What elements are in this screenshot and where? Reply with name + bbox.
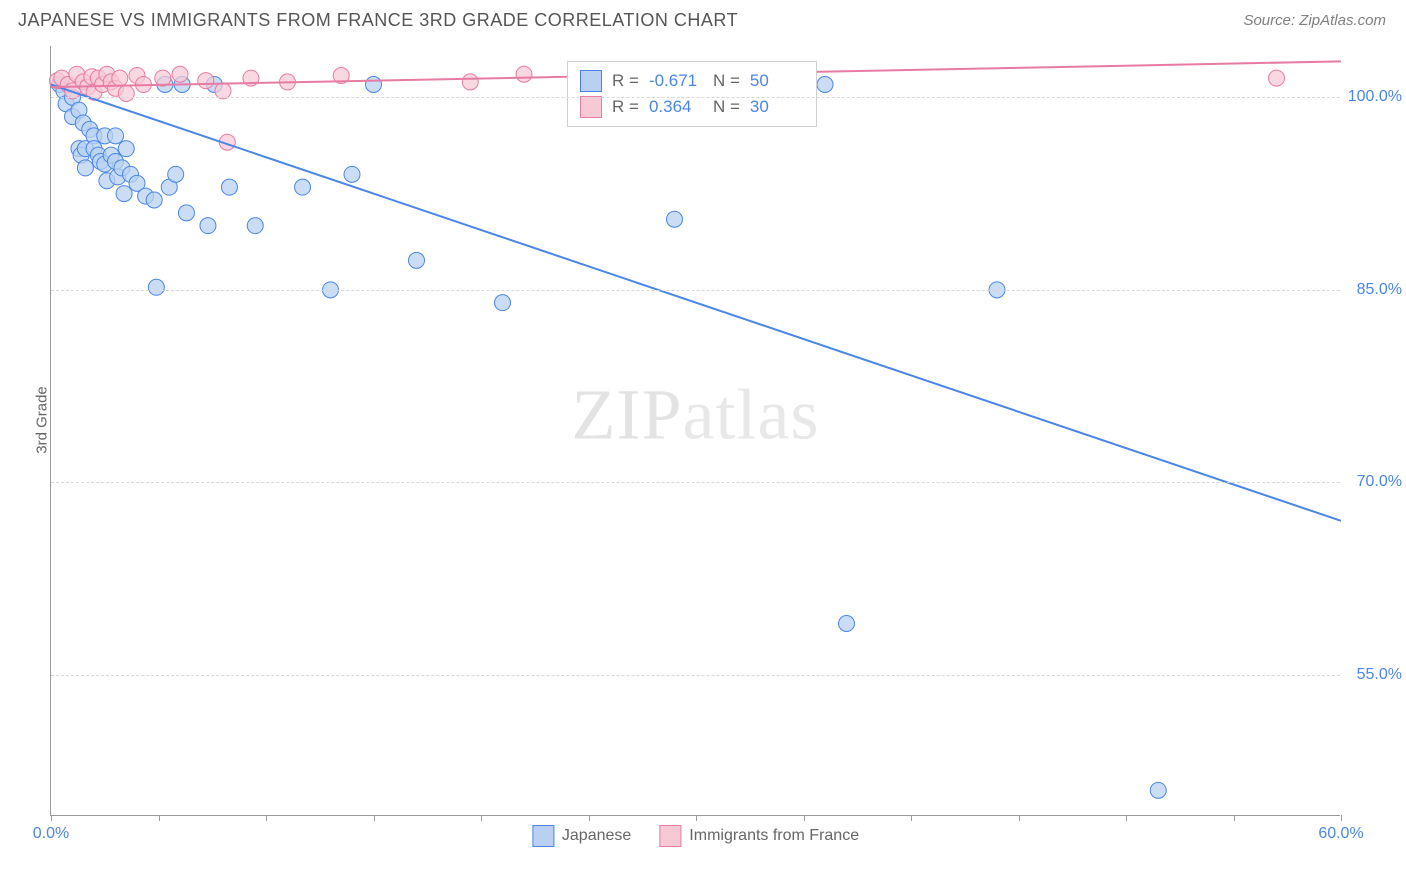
chart-svg (51, 46, 1340, 815)
y-tick-label: 100.0% (1348, 88, 1402, 106)
x-tick (589, 815, 590, 821)
x-tick (911, 815, 912, 821)
n-value-france: 30 (750, 97, 804, 117)
x-tick (1341, 815, 1342, 821)
swatch-france (659, 825, 681, 847)
gridline-h (51, 290, 1340, 291)
data-point-japanese (1150, 782, 1166, 798)
gridline-h (51, 97, 1340, 98)
x-tick (804, 815, 805, 821)
data-point-france (516, 66, 532, 82)
bottom-legend: Japanese Immigrants from France (532, 825, 859, 847)
x-tick-label: 0.0% (33, 825, 69, 843)
x-tick (266, 815, 267, 821)
r-value-france: 0.364 (649, 97, 703, 117)
data-point-japanese (409, 252, 425, 268)
r-label: R = (612, 97, 639, 117)
data-point-japanese (295, 179, 311, 195)
chart-source: Source: ZipAtlas.com (1243, 12, 1386, 29)
y-tick-label: 85.0% (1357, 281, 1402, 299)
stats-row-japanese: R = -0.671 N = 50 (580, 68, 804, 94)
gridline-h (51, 675, 1340, 676)
stats-legend: R = -0.671 N = 50 R = 0.364 N = 30 (567, 61, 817, 127)
y-tick-label: 55.0% (1357, 666, 1402, 684)
data-point-japanese (839, 616, 855, 632)
x-tick (159, 815, 160, 821)
swatch-france (580, 96, 602, 118)
trendline-japanese (51, 85, 1341, 521)
data-point-japanese (146, 192, 162, 208)
data-point-france (155, 70, 171, 86)
swatch-japanese (532, 825, 554, 847)
data-point-japanese (366, 77, 382, 93)
n-label: N = (713, 71, 740, 91)
data-point-japanese (667, 211, 683, 227)
data-point-france (198, 73, 214, 89)
gridline-h (51, 482, 1340, 483)
x-tick (1019, 815, 1020, 821)
data-point-japanese (116, 186, 132, 202)
data-point-japanese (108, 128, 124, 144)
data-point-france (1269, 70, 1285, 86)
data-point-france (462, 74, 478, 90)
data-point-japanese (200, 218, 216, 234)
r-label: R = (612, 71, 639, 91)
n-label: N = (713, 97, 740, 117)
x-tick (374, 815, 375, 821)
y-tick-label: 70.0% (1357, 473, 1402, 491)
data-point-japanese (817, 77, 833, 93)
legend-item-japanese: Japanese (532, 825, 631, 847)
x-tick (1126, 815, 1127, 821)
x-tick-label: 60.0% (1318, 825, 1363, 843)
data-point-japanese (344, 166, 360, 182)
data-point-japanese (247, 218, 263, 234)
data-point-japanese (168, 166, 184, 182)
data-point-japanese (118, 141, 134, 157)
x-tick (1234, 815, 1235, 821)
legend-item-france: Immigrants from France (659, 825, 859, 847)
x-tick (696, 815, 697, 821)
r-value-japanese: -0.671 (649, 71, 703, 91)
legend-label-france: Immigrants from France (689, 827, 859, 845)
data-point-japanese (495, 295, 511, 311)
data-point-japanese (77, 160, 93, 176)
data-point-japanese (178, 205, 194, 221)
n-value-japanese: 50 (750, 71, 804, 91)
x-tick (51, 815, 52, 821)
swatch-japanese (580, 70, 602, 92)
legend-label-japanese: Japanese (562, 827, 631, 845)
data-point-france (112, 70, 128, 86)
x-tick (481, 815, 482, 821)
y-axis-label: 3rd Grade (33, 386, 50, 454)
chart-title: JAPANESE VS IMMIGRANTS FROM FRANCE 3RD G… (18, 10, 738, 31)
data-point-japanese (148, 279, 164, 295)
chart-plot-area: ZIPatlas R = -0.671 N = 50 R = 0.364 N =… (50, 46, 1340, 816)
data-point-japanese (221, 179, 237, 195)
data-point-france (172, 66, 188, 82)
data-point-france (118, 85, 134, 101)
